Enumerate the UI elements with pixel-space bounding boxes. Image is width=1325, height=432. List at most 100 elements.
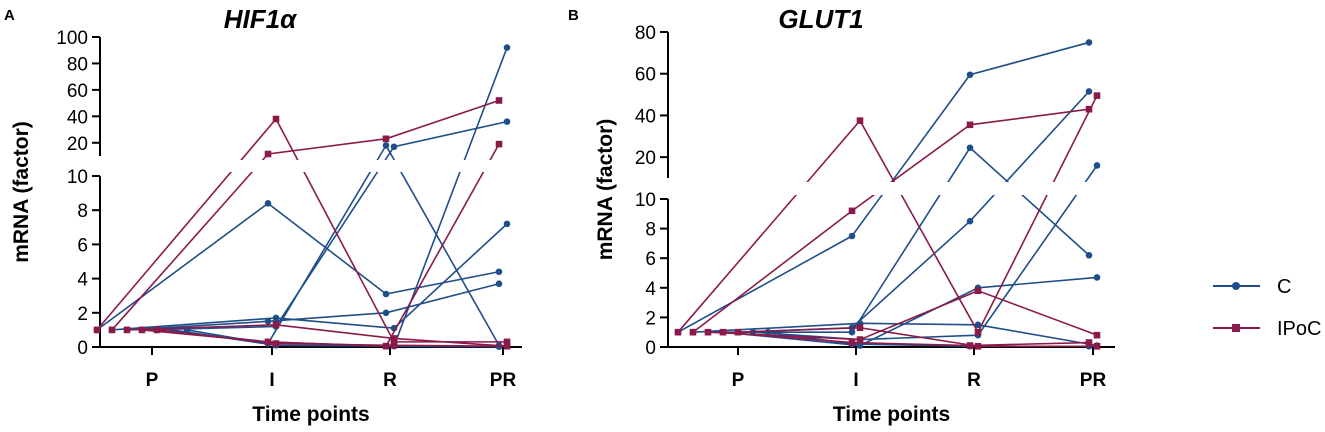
data-point-IPoC	[495, 140, 503, 148]
y-tick-label: 0	[77, 338, 88, 359]
data-point-IPoC	[503, 338, 511, 346]
series-line-IPoC-9	[692, 108, 1090, 333]
y-tick-label: 2	[77, 304, 88, 325]
data-point-IPoC	[734, 328, 742, 336]
legend-label-IPoC: IPoC	[1277, 318, 1321, 340]
x-tick-label: I	[853, 370, 858, 391]
data-point-IPoC	[264, 150, 272, 158]
x-tick-label: PR	[1080, 370, 1107, 391]
data-point-C	[503, 118, 511, 125]
data-point-C	[495, 268, 503, 276]
data-point-IPoC	[848, 339, 856, 346]
data-point-C	[1085, 251, 1093, 259]
legend-marker-C	[1232, 282, 1240, 290]
x-tick-label: R	[967, 370, 981, 391]
series-line-C-1	[96, 202, 500, 331]
data-point-IPoC	[848, 207, 856, 215]
y-tick-label: 100	[56, 28, 88, 49]
data-point-C	[390, 143, 398, 151]
legend-label-C: C	[1277, 276, 1291, 298]
series-line-C-2	[692, 322, 1098, 347]
data-point-C	[848, 232, 856, 240]
y-tick-label: 80	[67, 54, 88, 75]
panel-A-letter: A	[4, 7, 15, 24]
data-point-C	[966, 144, 974, 152]
data-point-IPoC	[93, 326, 101, 334]
y-tick-label: 4	[77, 270, 88, 291]
data-point-IPoC	[503, 342, 511, 350]
y-tick-label: 40	[67, 107, 88, 128]
x-tick-label: R	[383, 370, 397, 391]
series-line-IPoC-11	[141, 143, 500, 347]
data-point-IPoC	[108, 326, 116, 334]
plot-area	[674, 39, 1101, 350]
x-tick-label: I	[269, 370, 274, 391]
data-point-IPoC	[856, 117, 864, 124]
data-point-IPoC	[974, 342, 982, 350]
data-point-IPoC	[272, 321, 280, 329]
data-point-C	[503, 44, 511, 51]
series-line-C-6	[171, 47, 508, 347]
x-axis-title: Time points	[833, 403, 950, 426]
data-point-C	[382, 309, 390, 317]
y-tick-label: 8	[77, 201, 88, 222]
data-point-C	[1093, 162, 1101, 169]
series-line-C-1	[677, 41, 1090, 333]
y-tick-label: 4	[645, 279, 656, 300]
data-point-IPoC	[674, 328, 682, 336]
plot-area	[93, 44, 511, 350]
series-line-C-4	[141, 120, 508, 331]
data-point-C	[264, 318, 272, 325]
data-point-IPoC	[390, 338, 398, 346]
data-point-IPoC	[974, 328, 982, 336]
series-line-IPoC-11	[722, 331, 1090, 347]
data-point-IPoC	[390, 341, 398, 349]
y-tick-label: 10	[67, 167, 88, 188]
series-line-IPoC-12	[156, 329, 508, 347]
data-point-C	[272, 314, 280, 322]
data-point-IPoC	[382, 342, 390, 350]
x-axis-title: Time points	[252, 403, 369, 426]
series-line-IPoC-10	[707, 289, 1098, 341]
data-point-IPoC	[719, 328, 727, 336]
series-line-IPoC-12	[737, 326, 1097, 348]
data-point-IPoC	[689, 328, 697, 336]
y-tick-label: 2	[645, 308, 656, 329]
data-point-IPoC	[272, 115, 280, 123]
data-point-IPoC	[1085, 105, 1093, 113]
data-point-IPoC	[966, 121, 974, 129]
x-tick-label: P	[146, 370, 159, 391]
y-tick-label: 20	[635, 148, 656, 169]
data-point-C	[1085, 39, 1093, 46]
data-point-C	[503, 220, 511, 228]
y-tick-label: 60	[67, 81, 88, 102]
panel-A-title: HIF1α	[224, 4, 298, 34]
y-tick-label: 20	[67, 134, 88, 155]
y-tick-label: 10	[635, 190, 656, 211]
series-line-IPoC-9	[111, 99, 500, 331]
series-line-C-3	[126, 282, 500, 331]
data-point-IPoC	[390, 335, 398, 342]
data-point-C	[382, 142, 390, 149]
panel-B-letter: B	[568, 7, 579, 24]
data-point-IPoC	[856, 324, 864, 332]
data-point-C	[974, 321, 982, 329]
y-tick-label: 6	[77, 235, 88, 256]
data-point-C	[966, 217, 974, 225]
data-point-IPoC	[1093, 92, 1101, 99]
x-tick-label: PR	[490, 370, 517, 391]
y-tick-label: 80	[635, 23, 656, 44]
legend-marker-IPoC	[1232, 324, 1240, 332]
series-line-C-2	[111, 223, 508, 331]
data-point-C	[1093, 274, 1101, 281]
series-line-IPoC-8	[677, 95, 1098, 334]
y-tick-label: 60	[635, 65, 656, 86]
data-point-C	[382, 290, 390, 298]
data-point-C	[264, 200, 272, 207]
data-point-C	[1085, 88, 1093, 95]
y-axis-title: mRNA (factor)	[594, 119, 617, 261]
series-line-IPoC-10	[126, 323, 508, 347]
data-point-IPoC	[272, 340, 280, 347]
data-point-C	[495, 280, 503, 288]
y-tick-label: 40	[635, 106, 656, 127]
